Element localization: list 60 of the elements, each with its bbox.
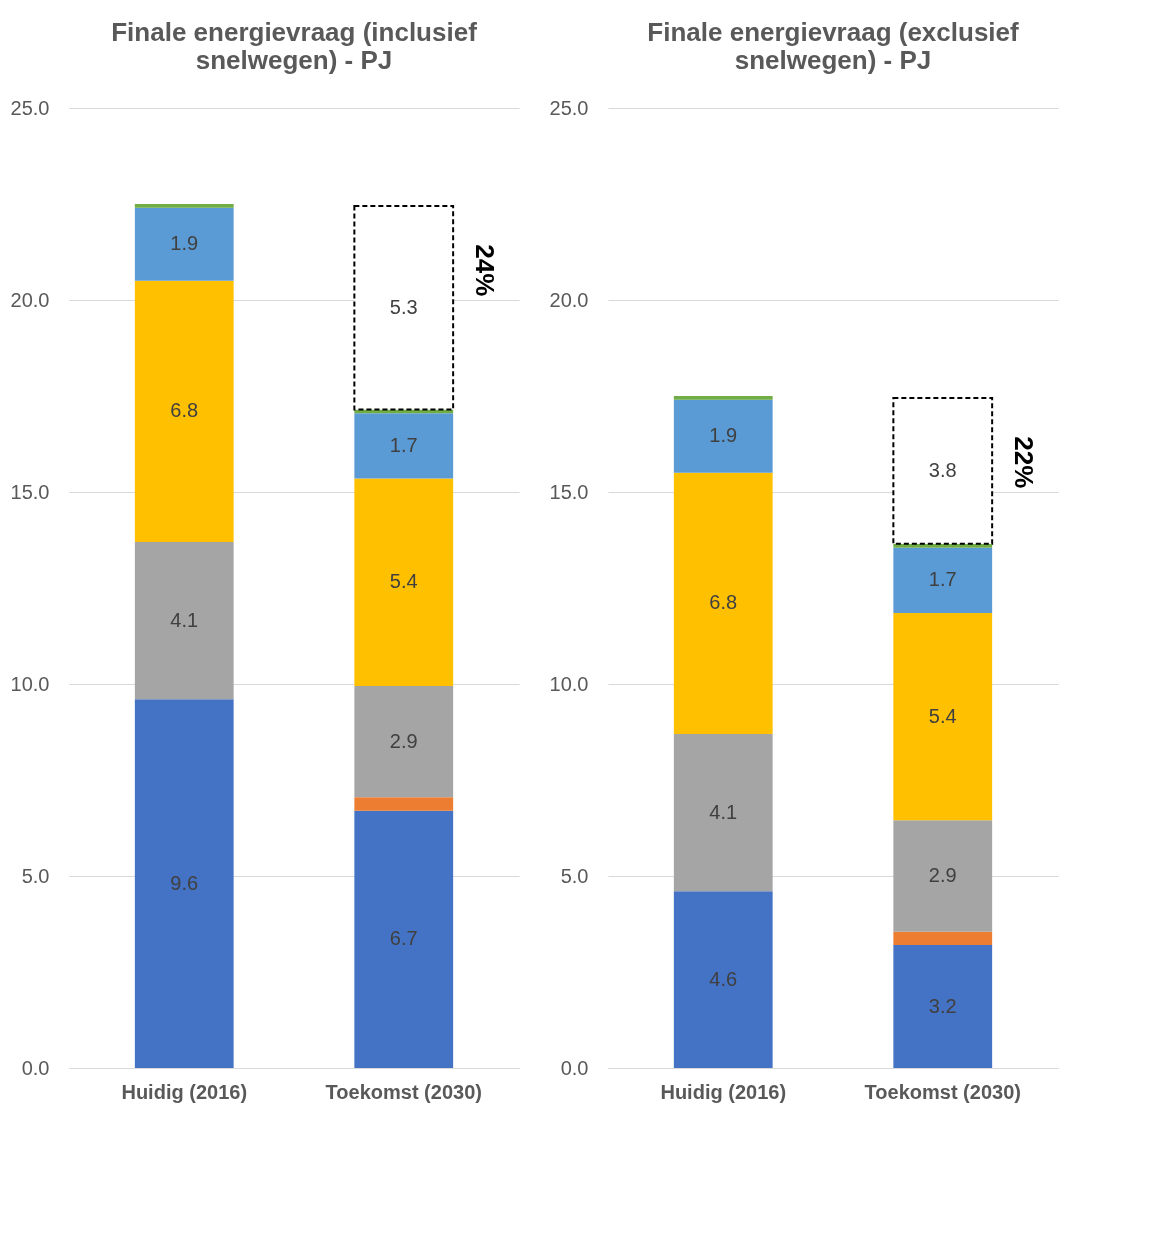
bar (134, 699, 234, 1068)
data-label: 3.2 (928, 994, 957, 1017)
data-label: 3.8 (928, 458, 957, 481)
bar (893, 945, 993, 1068)
x-tick-label: Huidig (2016) (121, 1080, 248, 1103)
bar (892, 396, 994, 545)
data-label: 5.4 (928, 704, 957, 727)
bar (673, 472, 773, 734)
data-label: 1.7 (389, 433, 418, 456)
y-tick-label: 25.0 (549, 96, 589, 119)
annotation: 24% (469, 244, 500, 297)
x-tick-label: Toekomst (2030) (864, 1080, 1021, 1103)
chart-title: Finale energievraag (inclusief snelwegen) - PJ (111, 17, 478, 75)
y-tick-label: 10.0 (10, 672, 50, 695)
y-tick-label: 10.0 (549, 672, 589, 695)
chart-title: Finale energievraag (exclusief snelwegen) - PJ (647, 17, 1020, 75)
y-tick-label: 25.0 (10, 96, 50, 119)
bar (354, 810, 454, 1068)
bar (134, 207, 234, 281)
bar (673, 396, 773, 400)
x-tick-label: Toekomst (2030) (325, 1080, 482, 1103)
x-tick-label: Huidig (2016) (660, 1080, 787, 1103)
data-label: 6.8 (709, 591, 738, 614)
bar (354, 797, 454, 811)
bar (673, 399, 773, 473)
y-tick-label: 0.0 (560, 1056, 589, 1079)
data-label: 2.9 (928, 864, 957, 886)
data-label: 1.7 (928, 568, 957, 591)
data-label: 9.6 (170, 871, 199, 894)
data-label: 1.9 (170, 232, 199, 255)
data-label: 5.4 (389, 570, 418, 593)
data-label: 6.8 (170, 399, 199, 422)
data-label: 4.1 (709, 800, 738, 823)
bar (134, 541, 234, 700)
y-tick-label: 0.0 (21, 1056, 50, 1079)
bar (893, 612, 993, 821)
data-label: 6.7 (389, 927, 418, 950)
y-tick-label: 15.0 (10, 480, 50, 503)
y-tick-label: 5.0 (21, 864, 50, 887)
y-tick-label: 20.0 (549, 288, 589, 311)
y-tick-label: 15.0 (549, 480, 589, 503)
annotation: 22% (1008, 436, 1039, 489)
data-label: 4.6 (709, 967, 738, 990)
bar (354, 685, 454, 798)
data-label: 2.9 (389, 729, 418, 752)
data-label: 4.1 (170, 608, 199, 631)
bar (353, 204, 455, 411)
bar (134, 204, 234, 208)
bar (354, 478, 454, 686)
bar (673, 733, 773, 892)
bar (893, 547, 993, 613)
data-label: 1.9 (709, 424, 738, 447)
bar (893, 820, 993, 932)
y-tick-label: 20.0 (10, 288, 50, 311)
bar (134, 280, 234, 542)
data-label: 5.3 (389, 295, 418, 318)
bar (893, 931, 993, 946)
bar (673, 891, 773, 1068)
bar (354, 413, 454, 479)
y-tick-label: 5.0 (560, 864, 589, 887)
